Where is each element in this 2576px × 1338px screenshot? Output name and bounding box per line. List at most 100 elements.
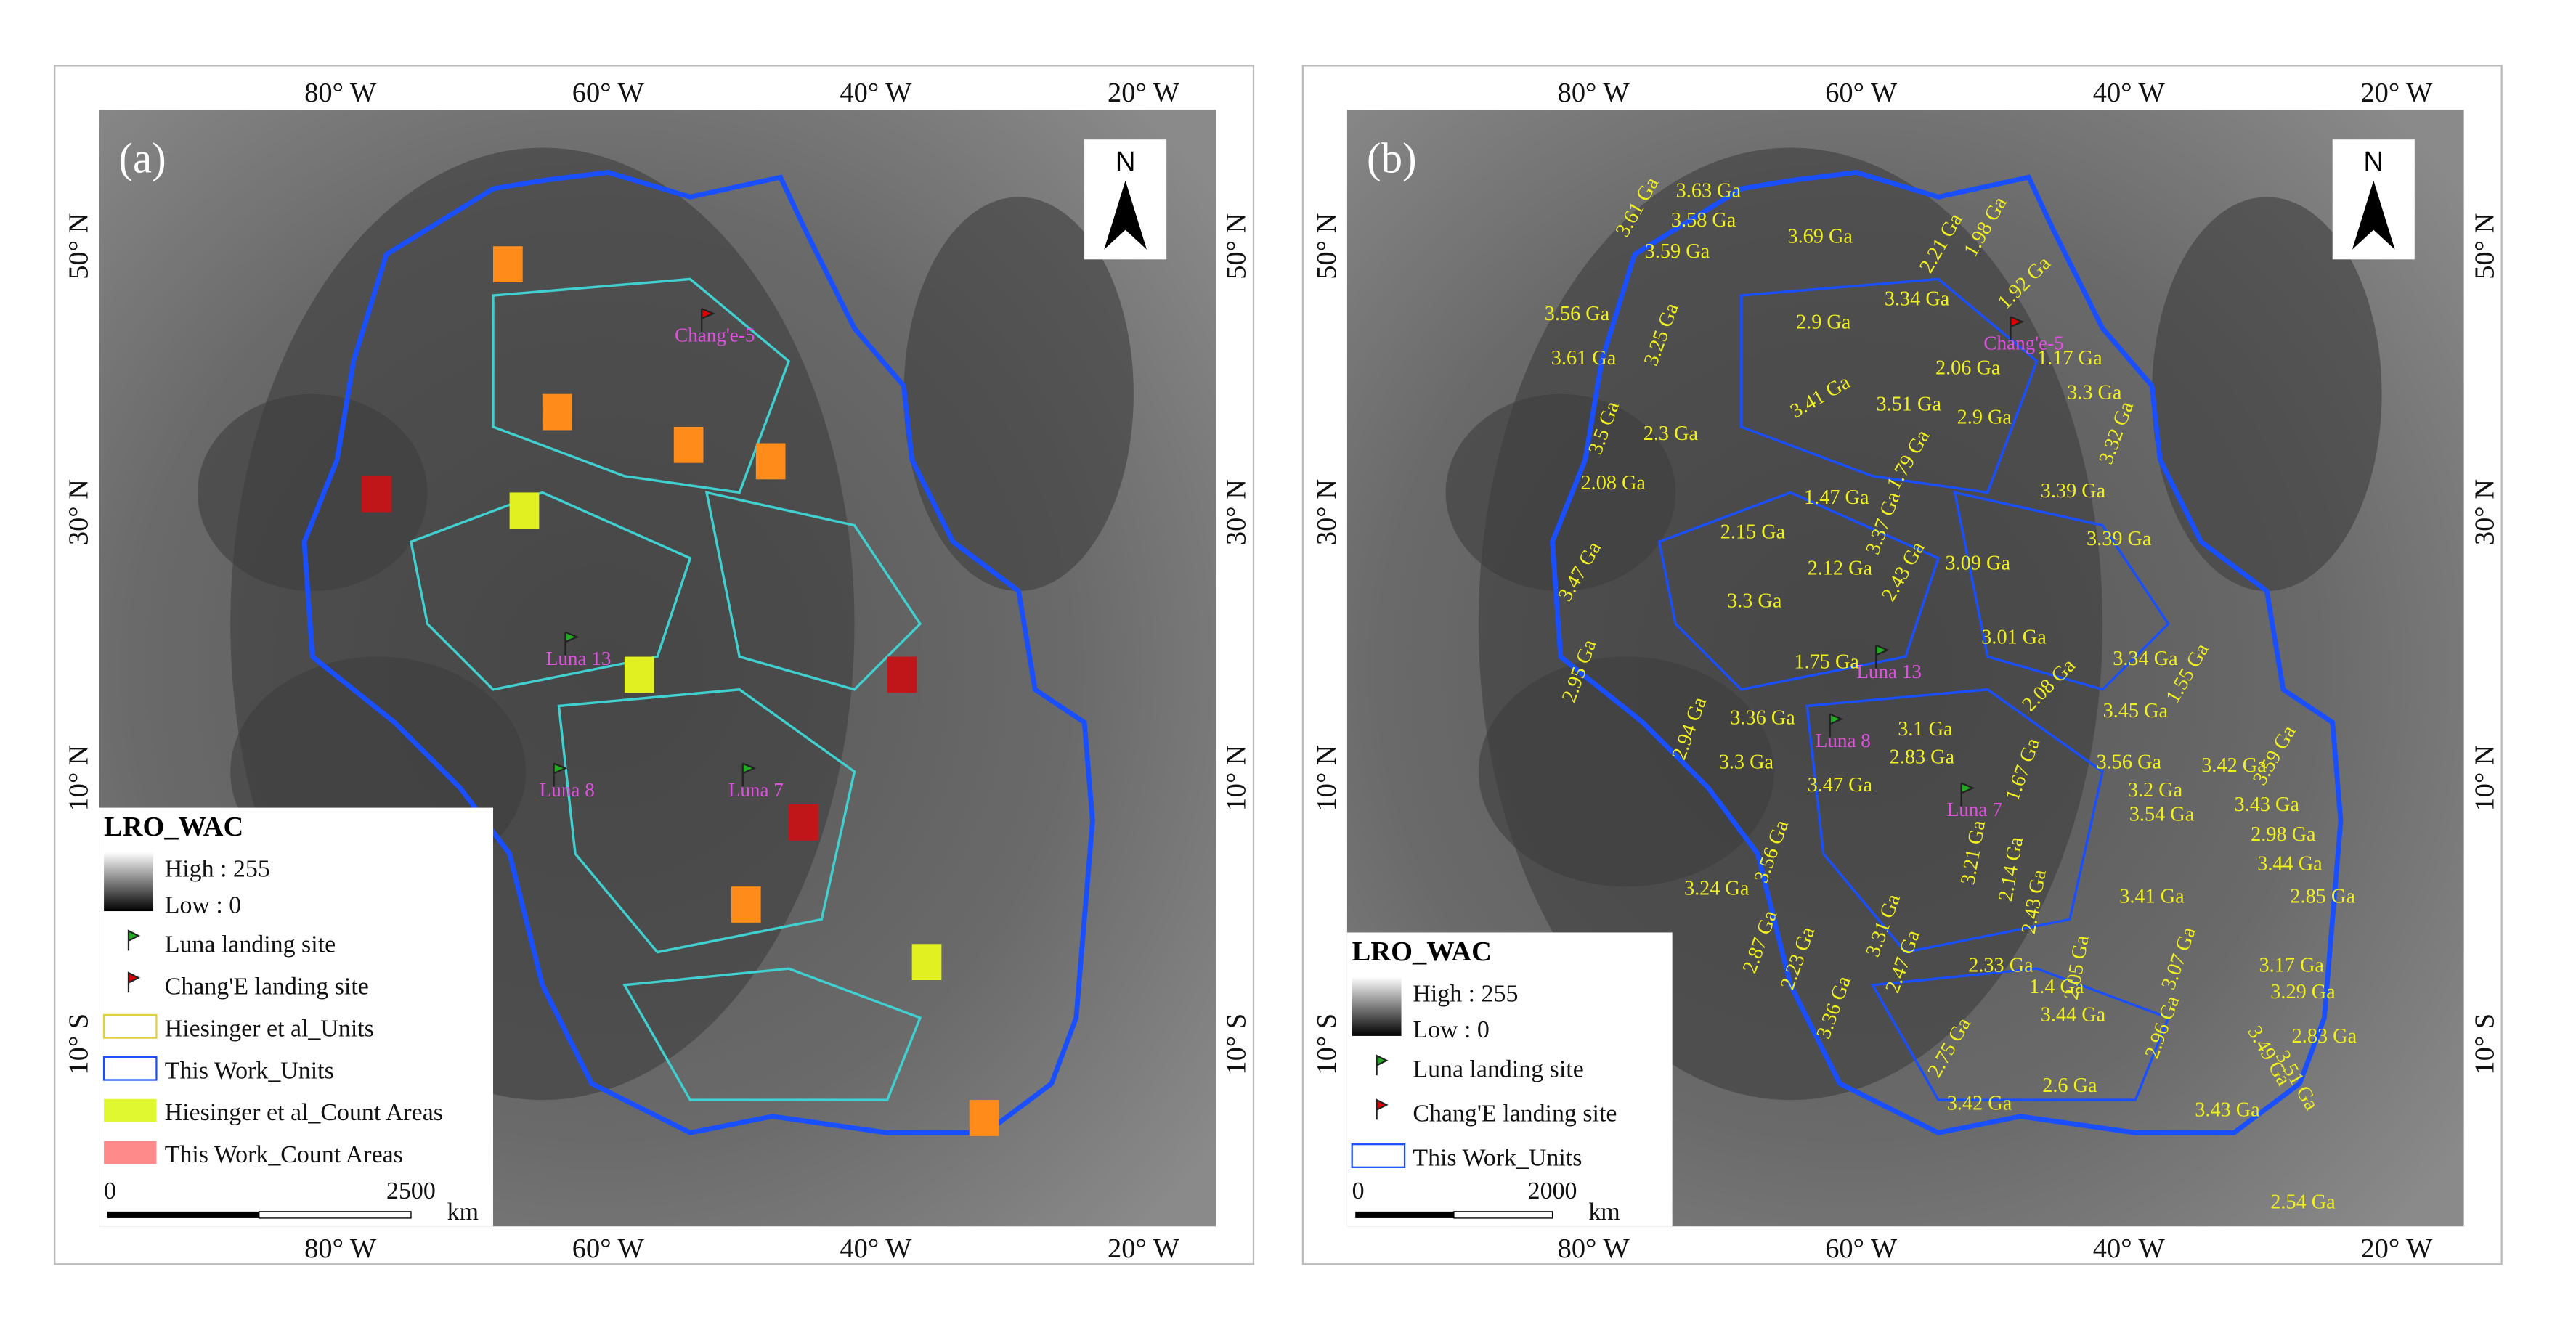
lon-label: 80° W — [1558, 1233, 1630, 1264]
lat-label: 10° S — [2469, 1013, 2500, 1075]
legend-high: High : 255 — [165, 856, 270, 883]
mare — [197, 393, 428, 592]
age-label: 3.24 Ga — [1684, 877, 1750, 900]
legend-flag — [1376, 1098, 1389, 1120]
age-label: 1.4 Ga — [2029, 976, 2084, 998]
age-label: 3.29 Ga — [2270, 981, 2336, 1003]
legend-high: High : 255 — [1413, 980, 1518, 1007]
age-label: 2.98 Ga — [2251, 823, 2316, 846]
legend-swatch — [1351, 1143, 1406, 1168]
count-area — [362, 476, 391, 513]
north-arrow — [1104, 180, 1147, 250]
lon-label: 60° W — [1825, 1233, 1898, 1264]
age-label: 3.41 Ga — [2119, 886, 2185, 908]
count-area — [789, 804, 818, 841]
site-flag — [564, 631, 580, 656]
site-label: Luna 13 — [546, 648, 612, 669]
legend-item: Chang'E landing site — [165, 973, 369, 1000]
site-label: Luna 8 — [1816, 730, 1871, 751]
age-label: 2.12 Ga — [1808, 557, 1873, 579]
age-label: 2.33 Ga — [1968, 955, 2033, 977]
lon-label: 60° W — [572, 78, 645, 108]
age-label: 3.69 Ga — [1787, 226, 1853, 248]
unit-line — [557, 688, 856, 954]
scale-bar-white — [1453, 1211, 1553, 1219]
age-label: 2.83 Ga — [2292, 1025, 2357, 1048]
site-flag — [1874, 644, 1890, 669]
lon-label: 40° W — [840, 1233, 912, 1264]
count-area — [731, 886, 761, 923]
age-label: 3.61 Ga — [1551, 347, 1617, 370]
scale-start: 0 — [104, 1178, 116, 1204]
lat-label: 10° N — [63, 745, 94, 811]
age-label: 3.39 Ga — [2087, 528, 2152, 550]
site-flag — [1960, 782, 1975, 807]
north-label: N — [2363, 146, 2384, 177]
count-area — [911, 944, 942, 981]
site-flag — [701, 308, 715, 332]
legend-flag — [127, 971, 141, 993]
age-label: 3.34 Ga — [1885, 288, 1950, 311]
count-area — [542, 393, 572, 431]
age-label: 3.56 Ga — [1545, 303, 1610, 325]
unit-line — [409, 491, 692, 691]
legend-swatch — [102, 1056, 158, 1081]
legend-item: This Work_Units — [1413, 1145, 1582, 1172]
site-label: Luna 7 — [728, 779, 784, 801]
age-label: 2.9 Ga — [1796, 311, 1851, 333]
age-label: 3.47 Ga — [1808, 774, 1873, 796]
lon-label: 40° W — [840, 78, 912, 108]
age-label: 2.3 Ga — [1643, 423, 1699, 445]
lat-label: 50° N — [1222, 213, 1252, 280]
lat-label: 10° N — [1222, 745, 1252, 811]
age-label: 3.09 Ga — [1946, 552, 2011, 575]
lat-label: 50° N — [1312, 213, 1342, 280]
age-label: 3.44 Ga — [2041, 1004, 2106, 1027]
age-label: 3.42 Ga — [1947, 1093, 2012, 1115]
lat-label: 30° N — [63, 479, 94, 545]
count-area — [969, 1100, 999, 1136]
map-panel: 80° W 80° W 60° W 60° W 40° W 40° W 20° W 20° W… — [54, 65, 1255, 1265]
mare — [903, 197, 1134, 592]
legend-item: Luna landing site — [165, 931, 336, 958]
legend-title: LRO_WAC — [104, 812, 243, 842]
age-label: 3.3 Ga — [2067, 382, 2122, 404]
lon-label: 80° W — [304, 1233, 377, 1264]
scale-bar-black — [1355, 1211, 1454, 1218]
age-label: 2.83 Ga — [1890, 746, 1955, 769]
count-area — [887, 656, 917, 693]
legend-low: Low : 0 — [165, 892, 241, 918]
site-flag — [2010, 316, 2025, 340]
age-label: 2.6 Ga — [2042, 1074, 2097, 1097]
age-label: 3.36 Ga — [1730, 706, 1795, 729]
age-label: 3.54 Ga — [2129, 804, 2195, 826]
age-label: 3.51 Ga — [1877, 393, 1942, 415]
site-flag — [553, 762, 568, 787]
age-label: 3.39 Ga — [2041, 480, 2106, 502]
unit-line — [1953, 491, 2170, 691]
lon-label: 80° W — [304, 78, 377, 108]
age-label: 1.17 Ga — [2037, 347, 2102, 370]
age-label: 3.2 Ga — [2128, 779, 2183, 801]
age-label: 3.44 Ga — [2257, 853, 2323, 876]
north-arrow — [2352, 180, 2395, 250]
age-label: 3.17 Ga — [2259, 955, 2324, 977]
legend-item: Chang'E landing site — [1413, 1101, 1617, 1127]
count-area — [624, 656, 654, 693]
scale-bar-white — [259, 1211, 412, 1219]
lon-label: 80° W — [1558, 78, 1630, 108]
age-label: 3.63 Ga — [1676, 179, 1742, 202]
count-area — [755, 443, 786, 480]
lon-label: 60° W — [572, 1233, 645, 1264]
site-label: Chang'e-5 — [675, 324, 755, 346]
age-label: 3.42 Ga — [2201, 754, 2267, 777]
lat-label: 30° N — [1222, 479, 1252, 545]
lat-label: 30° N — [2469, 479, 2500, 545]
lon-label: 60° W — [1825, 78, 1898, 108]
unit-line — [1739, 277, 2039, 494]
legend-item: This Work_Count Areas — [165, 1141, 403, 1168]
scale-end: 2000 — [1528, 1178, 1577, 1204]
legend-flag — [1376, 1054, 1389, 1076]
